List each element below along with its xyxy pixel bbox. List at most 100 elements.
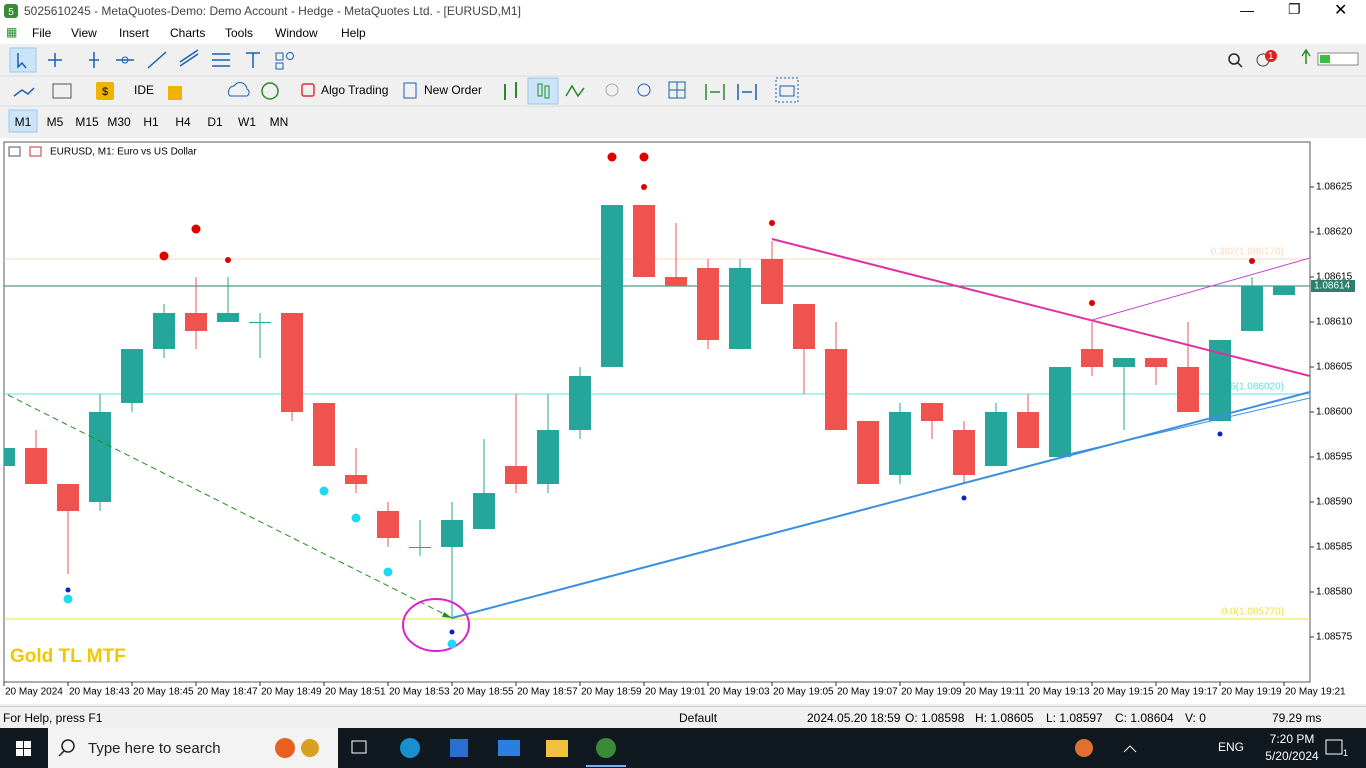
y-tick-label: 1.08585 bbox=[1316, 542, 1353, 553]
x-tick-label: 20 May 18:43 bbox=[69, 687, 130, 698]
x-tick-label: 20 May 18:49 bbox=[261, 687, 322, 698]
last-price-box bbox=[1311, 280, 1355, 292]
candle-body bbox=[1241, 286, 1263, 331]
x-tick-label: 20 May 18:59 bbox=[581, 687, 642, 698]
restore[interactable]: ❐ bbox=[1288, 1, 1301, 17]
notification-count: 1 bbox=[1343, 748, 1349, 758]
candle-body bbox=[921, 403, 943, 421]
candle-body bbox=[729, 268, 751, 349]
candle-body bbox=[441, 520, 463, 547]
status-close: C: 1.08604 bbox=[1115, 711, 1174, 725]
clock-date[interactable]: 5/20/2024 bbox=[1265, 749, 1319, 763]
candle-body bbox=[1049, 367, 1071, 457]
annotation: Gold TL MTF bbox=[10, 646, 126, 667]
candle-body bbox=[825, 349, 847, 430]
candle-body bbox=[633, 205, 655, 277]
timeframe[interactable]: H1 bbox=[143, 115, 159, 129]
status-volume: V: 0 bbox=[1185, 711, 1206, 725]
taskbar: Type here to search ENG 7:20 PM 5/20/202… bbox=[0, 728, 1366, 768]
candle-body bbox=[249, 322, 271, 323]
x-tick-label: 20 May 19:11 bbox=[965, 687, 1025, 698]
clock-time[interactable]: 7:20 PM bbox=[1269, 732, 1315, 746]
candle-body bbox=[1017, 412, 1039, 448]
title-bar: 5 5025610245 - MetaQuotes-Demo: Demo Acc… bbox=[0, 0, 1366, 22]
menu-item[interactable]: Help bbox=[341, 26, 366, 40]
candle-body bbox=[409, 547, 431, 548]
timeframe[interactable]: M1 bbox=[14, 115, 32, 129]
candle-body bbox=[217, 313, 239, 322]
candle-body bbox=[857, 421, 879, 484]
y-tick-label: 1.08605 bbox=[1316, 362, 1353, 373]
last-price-label: 1.08614 bbox=[1314, 281, 1351, 292]
algo-trading-button[interactable]: Algo Trading bbox=[321, 83, 389, 97]
drawings bbox=[7, 152, 1310, 652]
x-tick-label: 20 May 18:47 bbox=[197, 687, 258, 698]
candle-body bbox=[665, 277, 687, 286]
menu-item[interactable]: Charts bbox=[170, 26, 206, 40]
candle-body bbox=[121, 349, 143, 403]
menu-item[interactable]: Tools bbox=[225, 26, 254, 40]
status-bar: For Help, press F1 Default 2024.05.20 18… bbox=[0, 706, 1366, 729]
candle-body bbox=[281, 313, 303, 412]
candle-body bbox=[761, 259, 783, 304]
menu-item[interactable]: File bbox=[32, 26, 52, 40]
menu-item[interactable]: View bbox=[71, 26, 97, 40]
candle-body bbox=[505, 466, 527, 484]
x-tick-label: 20 May 19:05 bbox=[773, 687, 834, 698]
timeframe[interactable]: M15 bbox=[75, 115, 99, 129]
x-tick-label: 20 May 18:45 bbox=[133, 687, 194, 698]
candle-body bbox=[601, 205, 623, 367]
x-tick-label: 20 May 18:57 bbox=[517, 687, 578, 698]
x-tick-label: 20 May 19:21 bbox=[1285, 687, 1346, 698]
search-box[interactable]: Type here to search bbox=[88, 740, 221, 757]
level-label: 0.382(1.086170) bbox=[1211, 247, 1284, 258]
candle-body bbox=[1081, 349, 1103, 367]
menu-item[interactable]: Window bbox=[275, 26, 318, 40]
y-tick-label: 1.08620 bbox=[1316, 227, 1353, 238]
menu-item[interactable]: Insert bbox=[119, 26, 150, 40]
status-high: H: 1.08605 bbox=[975, 711, 1034, 725]
x-tick-label: 20 May 19:15 bbox=[1093, 687, 1154, 698]
y-tick-label: 1.08625 bbox=[1316, 182, 1353, 193]
timeframe[interactable]: W1 bbox=[238, 115, 256, 129]
candle-body bbox=[985, 412, 1007, 466]
toolbars: $ bbox=[0, 47, 1366, 133]
minimize[interactable]: — bbox=[1240, 2, 1254, 18]
timeframe[interactable]: D1 bbox=[207, 115, 223, 129]
y-tick-label: 1.08615 bbox=[1316, 272, 1353, 283]
language[interactable]: ENG bbox=[1218, 740, 1245, 754]
candle-body bbox=[569, 376, 591, 430]
x-tick-label: 20 May 19:09 bbox=[901, 687, 962, 698]
x-tick-label: 20 May 19:13 bbox=[1029, 687, 1090, 698]
candle-body bbox=[345, 475, 367, 484]
candle-body bbox=[89, 412, 111, 502]
status-help: For Help, press F1 bbox=[3, 711, 103, 725]
candle-body bbox=[185, 313, 207, 331]
candle-body bbox=[153, 313, 175, 349]
notification-badge: 1 bbox=[1268, 51, 1274, 62]
timeframe[interactable]: M5 bbox=[46, 115, 64, 129]
x-tick-label: 20 May 2024 bbox=[5, 687, 63, 698]
timeframe[interactable]: M30 bbox=[107, 115, 131, 129]
x-tick-label: 20 May 19:01 bbox=[645, 687, 706, 698]
menu-icon: ▦ bbox=[6, 25, 18, 39]
ide-button[interactable]: IDE bbox=[134, 83, 155, 97]
candle-body bbox=[1177, 367, 1199, 412]
status-profile: Default bbox=[679, 711, 718, 725]
timeframe[interactable]: MN bbox=[269, 115, 289, 129]
x-tick-label: 20 May 19:19 bbox=[1221, 687, 1282, 698]
svg-text:$: $ bbox=[102, 86, 108, 98]
app-icon: 5 bbox=[4, 4, 18, 18]
new-order-button[interactable]: New Order bbox=[424, 83, 483, 97]
chart-title: EURUSD, M1: Euro vs US Dollar bbox=[50, 147, 197, 158]
timeframe[interactable]: H4 bbox=[175, 115, 191, 129]
candle-body bbox=[4, 448, 15, 466]
x-tick-label: 20 May 19:03 bbox=[709, 687, 770, 698]
candle-body bbox=[793, 304, 815, 349]
x-tick-label: 20 May 18:51 bbox=[325, 687, 386, 698]
status-time: 2024.05.20 18:59 bbox=[807, 711, 901, 725]
close[interactable]: ✕ bbox=[1334, 2, 1348, 19]
chart: 0.382(1.086170) 0.236(1.086020) 0.0(1.0857… bbox=[0, 138, 1366, 704]
candle-body bbox=[1113, 358, 1135, 367]
y-tick-label: 1.08610 bbox=[1316, 317, 1353, 328]
